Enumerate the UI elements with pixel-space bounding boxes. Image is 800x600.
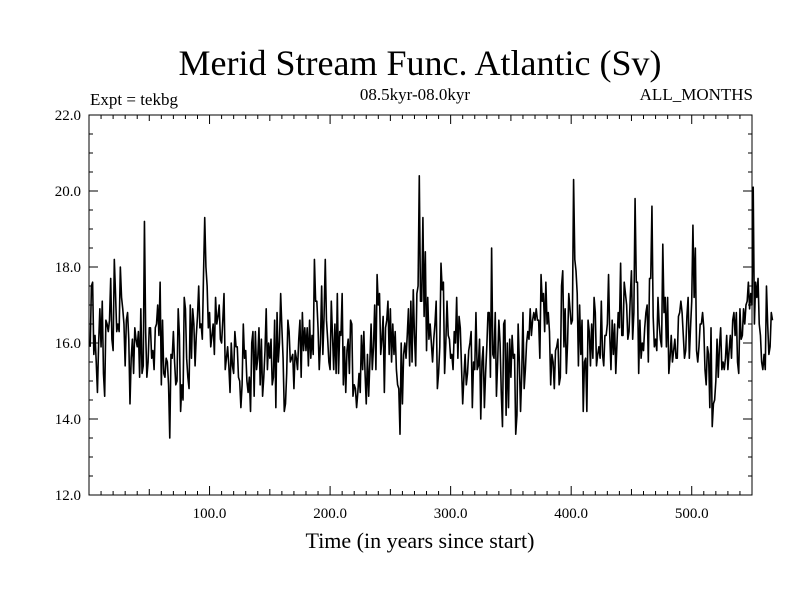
y-tick-label: 16.0: [55, 336, 81, 352]
y-tick-label: 12.0: [55, 488, 81, 504]
plot-area: 12.0 14.0 16.0 18.0 20.0 22.0 100.0 200.0 300.0 4…: [55, 108, 774, 522]
y-tick-label: 22.0: [55, 108, 81, 124]
x-tick-label: 100.0: [193, 506, 227, 522]
x-tick-label: 200.0: [313, 506, 347, 522]
chart-subtitle: 08.5kyr-08.0kyr: [360, 85, 470, 104]
x-tick-label: 400.0: [554, 506, 588, 522]
y-tick-label: 14.0: [55, 412, 81, 428]
y-tick-label: 18.0: [55, 260, 81, 276]
chart-title: Merid Stream Func. Atlantic (Sv): [179, 43, 662, 83]
y-tick-label: 20.0: [55, 184, 81, 200]
x-tick-label: 300.0: [434, 506, 468, 522]
x-tick-label: 500.0: [675, 506, 709, 522]
plot-frame: [88, 114, 753, 496]
left-annotation: Expt = tekbg: [90, 90, 178, 109]
series-line-0: [89, 175, 774, 439]
x-axis-label: Time (in years since start): [306, 528, 535, 553]
right-annotation: ALL_MONTHS: [640, 85, 753, 104]
